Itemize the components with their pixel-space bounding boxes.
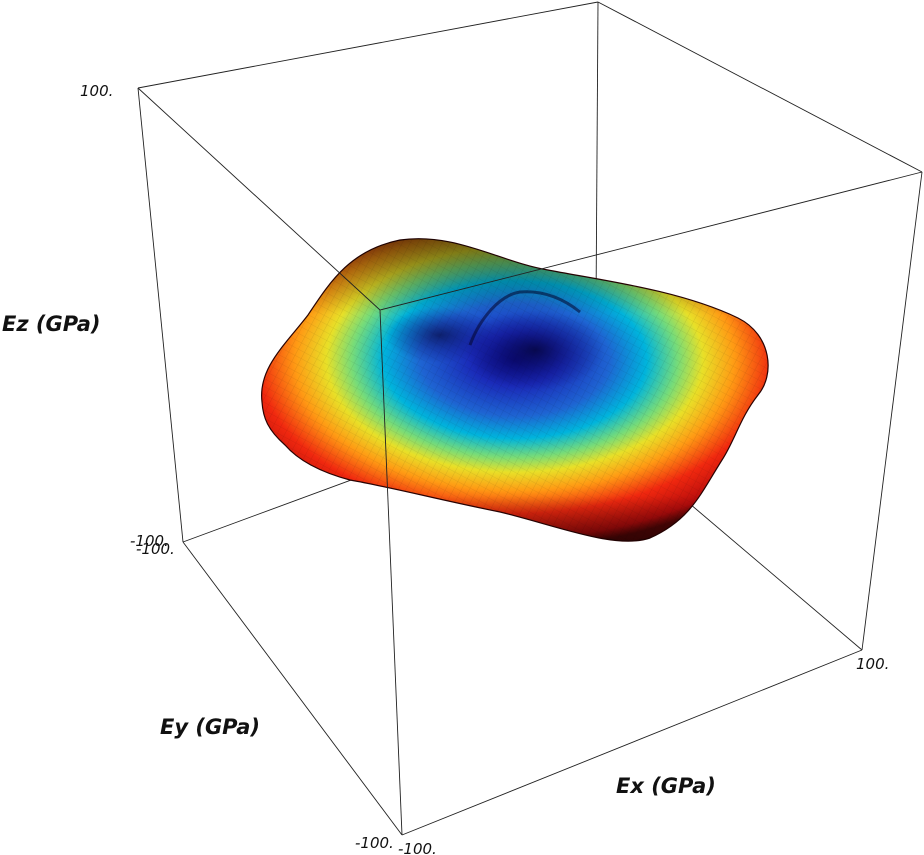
- z-axis-label: Ez (GPa): [2, 312, 101, 336]
- elastic-surface: [261, 238, 769, 542]
- y-axis-label: Ey (GPa): [160, 715, 260, 739]
- surface-center-dimple: [465, 310, 605, 390]
- box-edge: [595, 1, 599, 309]
- box-edge: [137, 1, 599, 89]
- box-edge: [137, 87, 381, 311]
- box-edge: [379, 171, 923, 311]
- box-edge: [401, 649, 863, 836]
- z-tick-max: 100.: [80, 82, 113, 100]
- surface-left-dimple: [385, 307, 495, 363]
- surface-shading: [261, 238, 769, 542]
- box-edge: [137, 87, 184, 543]
- box-edge: [597, 1, 923, 173]
- y-tick-min: -100.: [355, 834, 394, 852]
- z-tick-min: -100.: [130, 532, 169, 550]
- surface-ridge: [468, 290, 581, 346]
- x-tick-min: -100.: [398, 840, 437, 855]
- bounding-box-front: [137, 87, 923, 836]
- x-axis-label: Ex (GPa): [616, 774, 716, 798]
- box-edge: [861, 171, 923, 651]
- box-edge: [182, 541, 403, 836]
- y-tick-max: -100.: [136, 540, 175, 558]
- box-edge: [379, 309, 403, 836]
- x-tick-max: 100.: [856, 655, 889, 673]
